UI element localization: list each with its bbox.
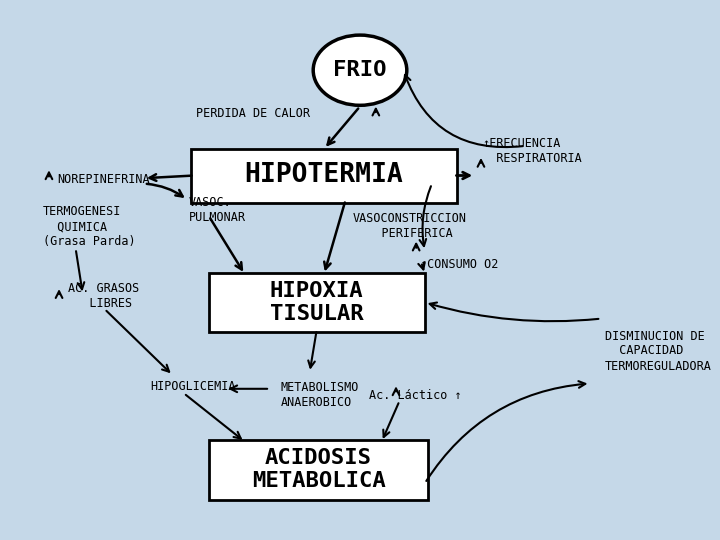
- Text: DISMINUCION DE
  CAPACIDAD
TERMOREGULADORA: DISMINUCION DE CAPACIDAD TERMOREGULADORA: [605, 329, 711, 373]
- Ellipse shape: [313, 35, 407, 105]
- Text: TERMOGENESI
  QUIMICA
(Grasa Parda): TERMOGENESI QUIMICA (Grasa Parda): [43, 205, 136, 248]
- Text: VASOC.
PULMONAR: VASOC. PULMONAR: [189, 195, 246, 224]
- FancyBboxPatch shape: [209, 440, 428, 500]
- Text: ↑CONSUMO O2: ↑CONSUMO O2: [420, 258, 498, 271]
- Text: AC. GRASOS
   LIBRES: AC. GRASOS LIBRES: [68, 282, 140, 310]
- Text: METABOLISMO
ANAEROBICO: METABOLISMO ANAEROBICO: [281, 381, 359, 409]
- Text: ACIDOSIS
METABOLICA: ACIDOSIS METABOLICA: [252, 448, 385, 491]
- Text: ↑FRECUENCIA
  RESPIRATORIA: ↑FRECUENCIA RESPIRATORIA: [482, 137, 582, 165]
- Text: NOREPINEFRINA: NOREPINEFRINA: [58, 173, 150, 186]
- Text: HIPOXIA
TISULAR: HIPOXIA TISULAR: [270, 281, 364, 324]
- Text: PERDIDA DE CALOR: PERDIDA DE CALOR: [196, 107, 310, 120]
- Text: FRIO: FRIO: [333, 60, 387, 80]
- FancyBboxPatch shape: [191, 148, 457, 202]
- FancyBboxPatch shape: [209, 273, 425, 332]
- Text: VASOCONSTRICCION
    PERIFERICA: VASOCONSTRICCION PERIFERICA: [353, 212, 467, 240]
- Text: Ac. Láctico ↑: Ac. Láctico ↑: [369, 389, 462, 402]
- Text: HIPOTERMIA: HIPOTERMIA: [245, 163, 403, 188]
- Text: HIPOGLICEMIA: HIPOGLICEMIA: [150, 380, 235, 393]
